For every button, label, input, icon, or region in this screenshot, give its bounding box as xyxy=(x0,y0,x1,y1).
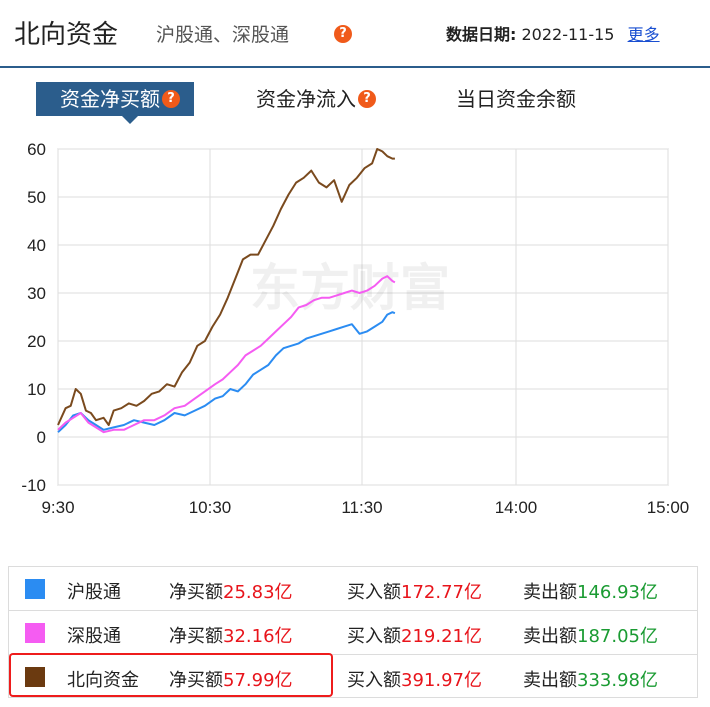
y-tick-label: 60 xyxy=(27,140,46,159)
series-line xyxy=(57,275,396,434)
sell-amount: 卖出额333.98亿 xyxy=(523,670,658,691)
data-date: 数据日期: 2022-11-15 更多 xyxy=(446,21,660,45)
net-buy: 净买额32.16亿 xyxy=(169,626,293,647)
y-tick-label: 50 xyxy=(27,188,46,207)
help-icon[interactable]: ? xyxy=(358,89,376,108)
watermark-text: 东方财富 xyxy=(250,259,450,317)
x-tick-label: 14:00 xyxy=(495,498,538,517)
series-swatch xyxy=(25,667,45,687)
highlight-box xyxy=(9,653,333,697)
sell-amount: 卖出额146.93亿 xyxy=(523,582,658,603)
buy-amount: 买入额391.97亿 xyxy=(347,670,482,691)
row-name: 沪股通 xyxy=(67,582,121,603)
y-tick-label: 20 xyxy=(27,332,46,351)
x-tick-label: 11:30 xyxy=(341,498,382,517)
series-swatch xyxy=(25,623,45,643)
date-label: 数据日期: xyxy=(446,25,517,44)
tab-net-inflow[interactable]: 资金净流入? xyxy=(256,82,376,116)
summary-row-sh: 沪股通 净买额25.83亿 买入额172.77亿 卖出额146.93亿 xyxy=(8,566,698,610)
buy-amount: 买入额219.21亿 xyxy=(347,626,482,647)
help-icon[interactable]: ? xyxy=(162,89,180,108)
buy-amount: 买入额172.77亿 xyxy=(347,582,482,603)
more-link[interactable]: 更多 xyxy=(627,25,660,44)
x-tick-label: 9:30 xyxy=(41,498,74,517)
x-tick-label: 15:00 xyxy=(647,498,690,517)
tab-label: 资金净买额 xyxy=(60,87,160,111)
y-tick-label: 10 xyxy=(27,380,46,399)
page-subtitle: 沪股通、深股通 xyxy=(156,24,290,46)
header: 北向资金 沪股通、深股通 ? 数据日期: 2022-11-15 更多 xyxy=(0,0,710,68)
series-line xyxy=(57,311,396,433)
series-line xyxy=(57,148,395,426)
net-buy: 净买额57.99亿 xyxy=(169,670,293,691)
active-tab-arrow xyxy=(122,116,138,124)
help-icon[interactable]: ? xyxy=(334,25,352,43)
net-buy: 净买额25.83亿 xyxy=(169,582,293,603)
x-tick-label: 10:30 xyxy=(189,498,232,517)
y-tick-label: 30 xyxy=(27,284,46,303)
summary-row-sz: 深股通 净买额32.16亿 买入额219.21亿 卖出额187.05亿 xyxy=(8,610,698,654)
y-tick-label: 0 xyxy=(37,428,46,447)
sell-amount: 卖出额187.05亿 xyxy=(523,626,658,647)
y-tick-label: -10 xyxy=(21,476,46,495)
tab-label: 当日资金余额 xyxy=(456,87,576,111)
page-title: 北向资金 xyxy=(14,20,119,50)
plot-frame xyxy=(57,148,669,486)
date-value: 2022-11-15 xyxy=(521,25,615,44)
tab-label: 资金净流入 xyxy=(256,87,356,111)
tab-net-buy[interactable]: 资金净买额? xyxy=(36,82,194,116)
row-name: 北向资金 xyxy=(67,670,139,691)
net-buy-line-chart: 60 50 40 30 20 10 0 -10 9:30 10:30 11:30 14:00 15:00… xyxy=(21,140,690,517)
tab-bar: 资金净买额? 资金净流入? 当日资金余额 xyxy=(0,82,710,124)
summary-row-northbound: 北向资金 净买额57.99亿 买入额391.97亿 卖出额333.98亿 xyxy=(8,654,698,698)
row-name: 深股通 xyxy=(67,626,121,647)
y-tick-label: 40 xyxy=(27,236,46,255)
series-swatch xyxy=(25,579,45,599)
tab-day-balance[interactable]: 当日资金余额 xyxy=(456,82,576,116)
